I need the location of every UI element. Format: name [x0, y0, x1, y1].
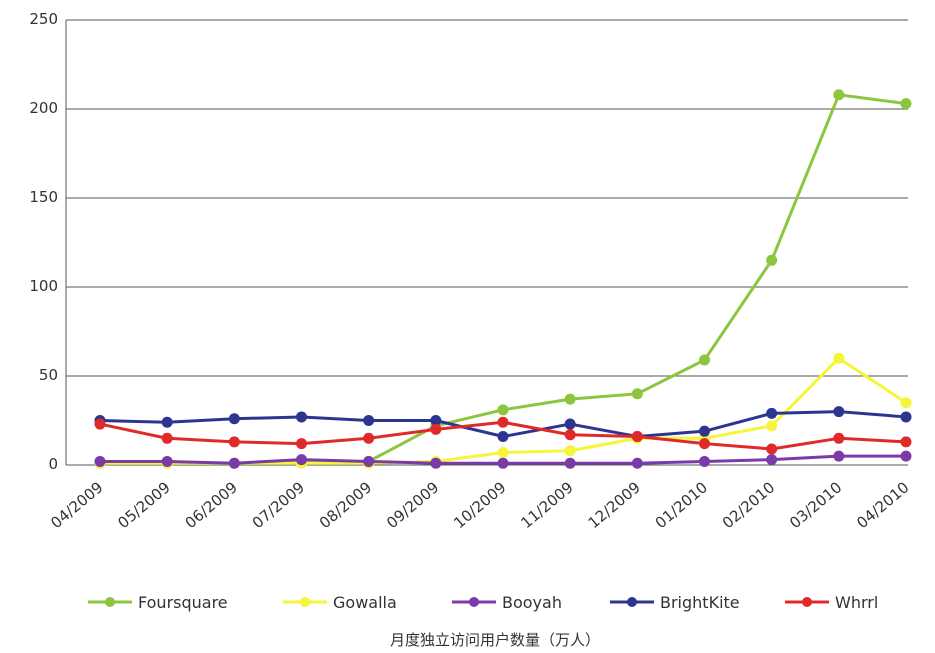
- data-point: [564, 418, 576, 430]
- legend-marker: [802, 597, 812, 607]
- data-point: [699, 455, 710, 467]
- data-point: [161, 455, 173, 467]
- data-point: [900, 397, 912, 409]
- legend-item-gowalla: Gowalla: [283, 593, 397, 612]
- data-point: [631, 388, 643, 400]
- x-tick-label: 04/2010: [853, 478, 912, 532]
- data-point: [228, 457, 240, 469]
- data-point: [363, 415, 375, 426]
- legend-label: Gowalla: [333, 593, 397, 612]
- data-point: [699, 438, 710, 450]
- data-point: [497, 431, 509, 443]
- x-tick-label: 11/2009: [517, 478, 576, 532]
- data-point: [699, 425, 710, 437]
- series-brightkite: [94, 406, 912, 443]
- legend-label: Whrrl: [835, 593, 878, 612]
- data-point: [94, 455, 106, 467]
- series-whrrl: [94, 416, 912, 455]
- data-point: [161, 416, 173, 428]
- y-axis-ticks: 0 50 100 150 200 250: [29, 10, 58, 473]
- data-point: [900, 98, 912, 110]
- x-tick-label: 12/2009: [585, 478, 644, 532]
- legend-marker: [469, 597, 479, 607]
- data-point: [900, 450, 912, 462]
- data-point: [363, 455, 375, 467]
- data-point: [228, 413, 240, 425]
- data-point: [430, 423, 442, 435]
- data-point: [296, 411, 307, 423]
- data-point: [564, 445, 576, 457]
- data-point: [564, 429, 576, 441]
- data-point: [900, 411, 912, 423]
- data-point: [631, 431, 643, 443]
- data-point: [228, 436, 240, 448]
- legend-marker: [300, 597, 310, 607]
- data-point: [363, 432, 375, 444]
- legend-marker: [627, 597, 637, 607]
- x-tick-label: 05/2009: [114, 478, 173, 532]
- x-tick-label: 07/2009: [249, 478, 308, 532]
- data-point: [564, 393, 576, 405]
- x-tick-label: 06/2009: [182, 478, 241, 532]
- x-axis-ticks: 04/2009 05/2009 06/2009 07/2009 08/2009 09/20…: [47, 478, 912, 532]
- y-tick-label: 250: [29, 10, 58, 28]
- data-point: [699, 354, 710, 366]
- legend-item-booyah: Booyah: [452, 593, 562, 612]
- series-lines: [94, 89, 912, 469]
- data-point: [497, 404, 509, 416]
- y-tick-label: 0: [48, 455, 58, 473]
- x-tick-label: 10/2009: [450, 478, 509, 532]
- x-tick-label: 01/2010: [652, 478, 711, 532]
- legend-item-foursquare: Foursquare: [88, 593, 228, 612]
- data-point: [94, 418, 106, 430]
- data-point: [631, 457, 643, 469]
- x-axis-label: 月度独立访问用户数量（万人）: [390, 631, 600, 649]
- data-point: [296, 438, 307, 450]
- data-point: [497, 447, 509, 459]
- data-point: [766, 420, 778, 432]
- data-point: [833, 432, 845, 444]
- data-point: [833, 450, 845, 462]
- x-tick-label: 08/2009: [316, 478, 375, 532]
- data-point: [833, 352, 845, 364]
- data-point: [497, 457, 509, 469]
- series-booyah: [94, 450, 912, 469]
- legend-item-whrrl: Whrrl: [785, 593, 878, 612]
- data-point: [766, 454, 778, 466]
- x-tick-label: 04/2009: [47, 478, 106, 532]
- y-tick-label: 50: [39, 366, 58, 384]
- y-tick-label: 200: [29, 99, 58, 117]
- legend-label: Foursquare: [138, 593, 228, 612]
- data-point: [833, 406, 845, 418]
- y-tick-label: 150: [29, 188, 58, 206]
- data-point: [296, 454, 307, 466]
- data-point: [766, 254, 778, 266]
- legend-label: BrightKite: [660, 593, 740, 612]
- data-point: [430, 415, 442, 426]
- legend-label: Booyah: [502, 593, 562, 612]
- x-tick-label: 02/2010: [719, 478, 778, 532]
- x-tick-label: 03/2010: [786, 478, 845, 532]
- data-point: [430, 457, 442, 469]
- data-point: [564, 457, 576, 469]
- gridlines: [65, 19, 908, 466]
- data-point: [833, 89, 845, 101]
- x-tick-label: 09/2009: [383, 478, 442, 532]
- data-point: [766, 407, 778, 419]
- data-point: [161, 432, 173, 444]
- legend-marker: [105, 597, 115, 607]
- y-tick-label: 100: [29, 277, 58, 295]
- data-point: [900, 436, 912, 448]
- legend: Foursquare Gowalla Booyah BrightKite Whrrl: [88, 593, 878, 612]
- data-point: [766, 443, 778, 455]
- legend-item-brightkite: BrightKite: [610, 593, 740, 612]
- data-point: [497, 416, 509, 428]
